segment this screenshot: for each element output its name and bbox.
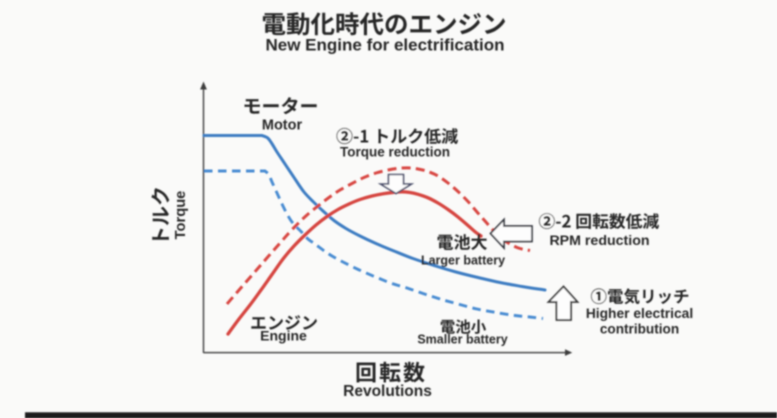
svg-text:Torque reduction: Torque reduction bbox=[340, 145, 450, 160]
svg-text:Smaller battery: Smaller battery bbox=[417, 333, 507, 347]
svg-text:New Engine for electrification: New Engine for electrification bbox=[266, 36, 505, 55]
svg-text:Motor: Motor bbox=[262, 118, 303, 134]
svg-text:contribution: contribution bbox=[600, 322, 679, 337]
svg-text:Higher electrical: Higher electrical bbox=[586, 306, 693, 321]
svg-text:RPM reduction: RPM reduction bbox=[549, 233, 649, 249]
svg-text:Revolutions: Revolutions bbox=[343, 383, 432, 400]
svg-text:Engine: Engine bbox=[260, 328, 307, 344]
svg-text:Torque: Torque bbox=[173, 191, 189, 240]
svg-text:Larger battery: Larger battery bbox=[421, 254, 505, 268]
